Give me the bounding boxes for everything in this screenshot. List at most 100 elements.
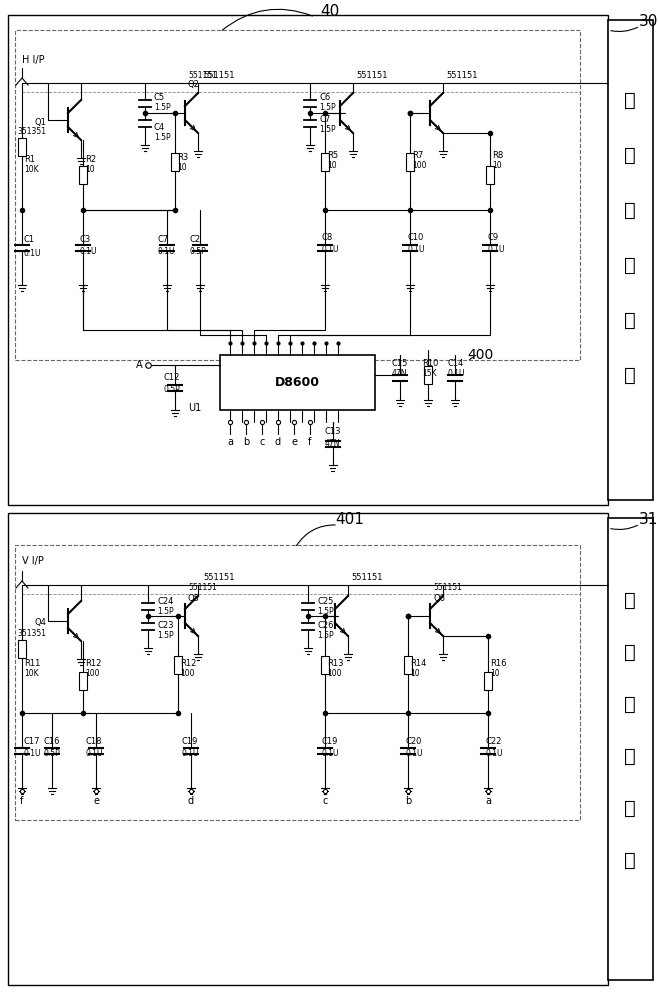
Text: C9: C9 [487, 233, 498, 242]
Text: f: f [309, 437, 312, 447]
Text: 400: 400 [467, 348, 493, 362]
Text: C24: C24 [157, 596, 173, 605]
Text: C17: C17 [24, 736, 41, 746]
Text: R2: R2 [85, 155, 96, 164]
Text: 路: 路 [624, 850, 636, 869]
Text: C12: C12 [163, 373, 180, 382]
Text: 混: 混 [624, 694, 636, 714]
Bar [404, 656, 412, 674]
Text: 0.1U: 0.1U [487, 245, 505, 254]
Text: 1.5P: 1.5P [317, 606, 334, 615]
Text: C22: C22 [485, 736, 501, 746]
Text: C19: C19 [322, 736, 338, 746]
Text: 100: 100 [327, 668, 342, 678]
Text: 10: 10 [490, 668, 499, 678]
Text: R11: R11 [24, 658, 40, 668]
Text: 100: 100 [180, 668, 195, 678]
Text: C10: C10 [407, 233, 423, 242]
Text: R10: R10 [422, 359, 438, 367]
Bar [171, 152, 179, 170]
Bar [406, 152, 414, 170]
Text: 0.1U: 0.1U [405, 748, 422, 758]
Text: Q4: Q4 [34, 618, 46, 628]
Bar [608, 20, 653, 500]
Text: 100: 100 [412, 160, 426, 169]
Text: 0.5P: 0.5P [190, 247, 207, 256]
Text: C6: C6 [319, 94, 330, 103]
Text: C2: C2 [190, 235, 201, 244]
Text: 0.1U: 0.1U [181, 748, 199, 758]
Text: 10: 10 [177, 163, 187, 172]
Text: 电: 电 [624, 798, 636, 818]
Text: e: e [291, 437, 297, 447]
Text: 47N: 47N [392, 369, 407, 378]
Text: 551151: 551151 [433, 584, 462, 592]
Bar [18, 137, 26, 155]
Text: H I/P: H I/P [22, 55, 45, 65]
Text: 1.5P: 1.5P [154, 133, 170, 142]
Bar [8, 513, 608, 985]
Text: 0.5P: 0.5P [163, 385, 180, 394]
Text: c: c [259, 437, 265, 447]
Text: C4: C4 [154, 123, 165, 132]
Text: 551151: 551151 [203, 574, 234, 582]
Text: 351351: 351351 [17, 629, 46, 638]
Bar [486, 166, 494, 184]
Text: C15: C15 [392, 359, 409, 367]
Text: R3: R3 [177, 153, 188, 162]
Text: 1.5P: 1.5P [317, 631, 334, 640]
Text: 40: 40 [320, 4, 340, 19]
Text: 0.5P: 0.5P [44, 748, 61, 758]
Text: 0.1U: 0.1U [86, 748, 103, 758]
Text: 551151: 551151 [356, 72, 388, 81]
Bar [8, 15, 608, 505]
Text: a: a [227, 437, 233, 447]
Bar [220, 355, 375, 410]
Text: C8: C8 [322, 233, 333, 242]
Text: R5: R5 [327, 150, 338, 159]
Text: 15K: 15K [422, 369, 437, 378]
Text: 10: 10 [492, 160, 501, 169]
Text: C20: C20 [405, 736, 421, 746]
Text: 一: 一 [624, 145, 636, 164]
Text: 频: 频 [624, 255, 636, 274]
Text: 10K: 10K [24, 668, 39, 678]
Text: C26: C26 [317, 620, 334, 630]
Text: 47N: 47N [324, 440, 340, 448]
Bar [15, 545, 580, 820]
Bar [608, 518, 653, 980]
Text: C1: C1 [24, 235, 35, 244]
Text: Q5: Q5 [188, 593, 200, 602]
Text: R12: R12 [180, 658, 196, 668]
Text: 电: 电 [624, 310, 636, 330]
Text: c: c [322, 796, 328, 806]
Text: 551151: 551151 [188, 70, 217, 80]
Text: V I/P: V I/P [22, 556, 44, 566]
Bar [484, 672, 492, 690]
Text: 路: 路 [624, 365, 636, 384]
Text: b: b [243, 437, 249, 447]
Text: 第: 第 [624, 91, 636, 109]
Text: C16: C16 [44, 736, 61, 746]
Text: C19: C19 [181, 736, 197, 746]
Text: 0.1U: 0.1U [485, 748, 503, 758]
Text: 0.1U: 0.1U [447, 369, 465, 378]
Text: R14: R14 [410, 658, 426, 668]
Text: 1.5P: 1.5P [154, 104, 170, 112]
Text: Q2: Q2 [188, 81, 200, 90]
Bar [424, 366, 432, 384]
Text: 31: 31 [638, 512, 658, 528]
Text: 0.1U: 0.1U [80, 247, 97, 256]
Text: A: A [136, 360, 143, 370]
Text: 551151: 551151 [446, 72, 478, 81]
Text: C7: C7 [319, 115, 330, 124]
Text: R13: R13 [327, 658, 343, 668]
Text: 401: 401 [336, 512, 365, 528]
Text: 551151: 551151 [351, 574, 382, 582]
Text: C14: C14 [447, 359, 463, 367]
Text: Q6: Q6 [433, 593, 445, 602]
Text: d: d [188, 796, 194, 806]
Text: 二: 二 [624, 643, 636, 662]
Text: 100: 100 [85, 668, 99, 678]
Text: 1.5P: 1.5P [157, 631, 174, 640]
